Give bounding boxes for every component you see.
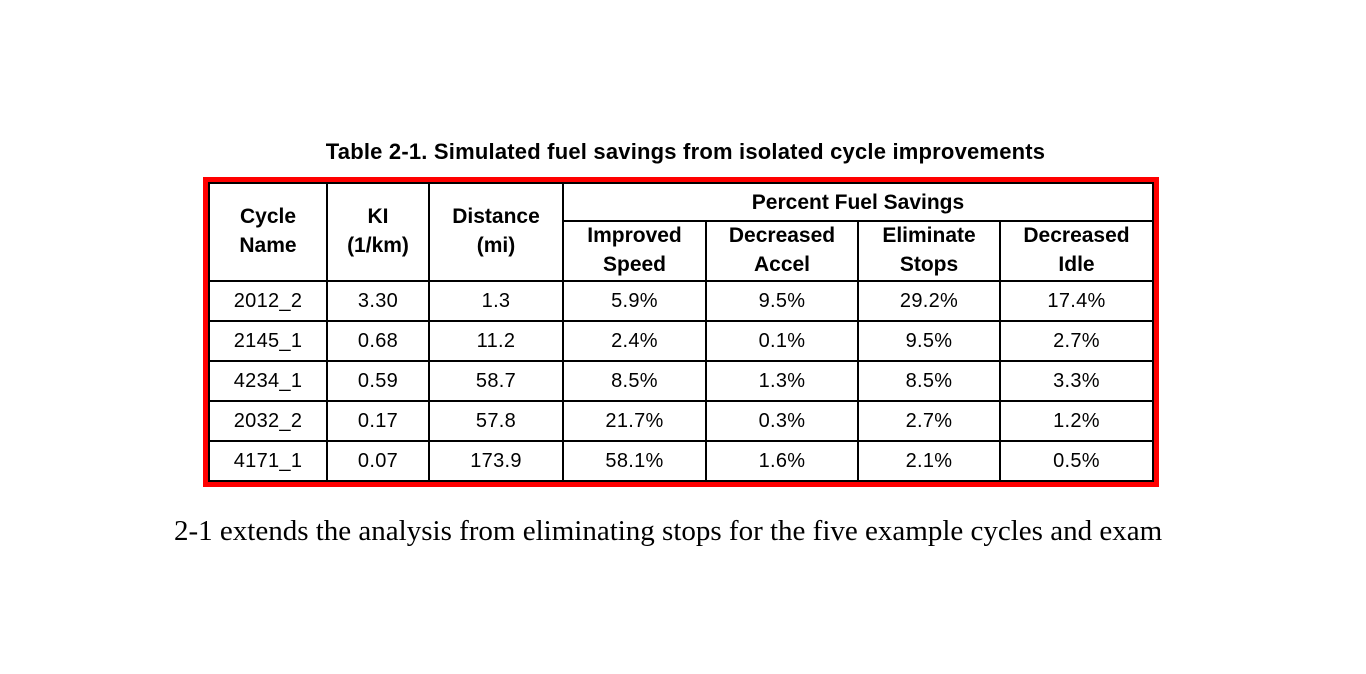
cell-cycle-name: 2032_2 (208, 400, 328, 442)
cell-improved-speed: 2.4% (562, 320, 707, 362)
cell-improved-speed: 21.7% (562, 400, 707, 442)
header-row-group: Cycle Name KI (1/km) Distance (mi) Perce… (208, 182, 1154, 282)
table-row: 2012_2 3.30 1.3 5.9% 9.5% 29.2% 17.4% (208, 280, 1154, 322)
table-row: 2032_2 0.17 57.8 21.7% 0.3% 2.7% 1.2% (208, 400, 1154, 442)
header-row-sub: Improved Speed Decreased Accel Eliminate… (209, 220, 1154, 282)
cell-ki: 0.59 (326, 360, 430, 402)
col-header-decreased-idle: Decreased Idle (999, 220, 1154, 282)
cell-improved-speed: 58.1% (562, 440, 707, 482)
col-header-decreased-accel: Decreased Accel (705, 220, 859, 282)
cell-distance: 11.2 (428, 320, 564, 362)
table-row: 4234_1 0.59 58.7 8.5% 1.3% 8.5% 3.3% (208, 360, 1154, 402)
cell-decreased-idle: 1.2% (999, 400, 1154, 442)
col-header-improved-speed: Improved Speed (562, 220, 707, 282)
table-row: 2145_1 0.68 11.2 2.4% 0.1% 9.5% 2.7% (208, 320, 1154, 362)
cell-decreased-accel: 1.6% (705, 440, 859, 482)
fuel-savings-table: Cycle Name KI (1/km) Distance (mi) Perce… (208, 182, 1154, 482)
cell-ki: 0.68 (326, 320, 430, 362)
cell-eliminate-stops: 2.1% (857, 440, 1001, 482)
cell-ki: 3.30 (326, 280, 430, 322)
body-paragraph: 2-1 extends the analysis from eliminatin… (174, 515, 1163, 547)
col-header-distance: Distance (mi) (428, 182, 564, 282)
col-header-eliminate-stops: Eliminate Stops (857, 220, 1001, 282)
cell-decreased-idle: 2.7% (999, 320, 1154, 362)
cell-distance: 58.7 (428, 360, 564, 402)
cell-decreased-idle: 3.3% (999, 360, 1154, 402)
cell-eliminate-stops: 9.5% (857, 320, 1001, 362)
cell-eliminate-stops: 2.7% (857, 400, 1001, 442)
cell-eliminate-stops: 29.2% (857, 280, 1001, 322)
cell-cycle-name: 4234_1 (208, 360, 328, 402)
cell-cycle-name: 2012_2 (208, 280, 328, 322)
cell-cycle-name: 4171_1 (208, 440, 328, 482)
col-header-ki: KI (1/km) (326, 182, 430, 282)
table-row: 4171_1 0.07 173.9 58.1% 1.6% 2.1% 0.5% (208, 440, 1154, 482)
cell-distance: 173.9 (428, 440, 564, 482)
cell-improved-speed: 8.5% (562, 360, 707, 402)
cell-decreased-idle: 17.4% (999, 280, 1154, 322)
cell-eliminate-stops: 8.5% (857, 360, 1001, 402)
col-header-cycle-name: Cycle Name (208, 182, 328, 282)
cell-decreased-idle: 0.5% (999, 440, 1154, 482)
cell-cycle-name: 2145_1 (208, 320, 328, 362)
table-caption: Table 2-1. Simulated fuel savings from i… (325, 139, 1046, 164)
cell-ki: 0.07 (326, 440, 430, 482)
cell-improved-speed: 5.9% (562, 280, 707, 322)
cell-distance: 1.3 (428, 280, 564, 322)
table-red-outline: Cycle Name KI (1/km) Distance (mi) Perce… (203, 177, 1159, 487)
cell-decreased-accel: 9.5% (705, 280, 859, 322)
cell-decreased-accel: 0.1% (705, 320, 859, 362)
cell-ki: 0.17 (326, 400, 430, 442)
cell-distance: 57.8 (428, 400, 564, 442)
group-header-percent-fuel-savings: Percent Fuel Savings (562, 182, 1154, 222)
cell-decreased-accel: 1.3% (705, 360, 859, 402)
cell-decreased-accel: 0.3% (705, 400, 859, 442)
